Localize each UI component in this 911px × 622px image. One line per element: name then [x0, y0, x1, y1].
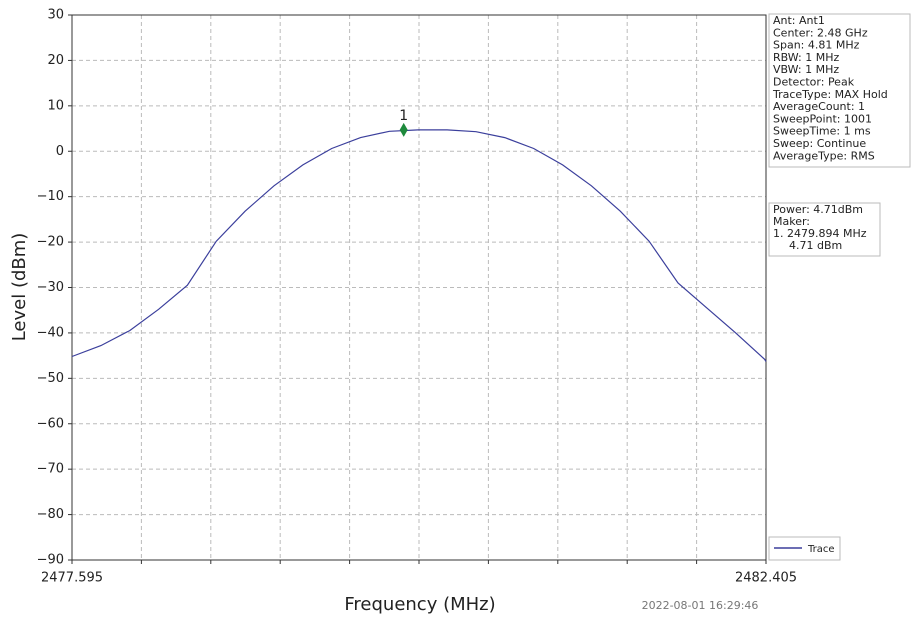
plot-frame — [71, 14, 767, 561]
info-line: Center: 2.48 GHz — [773, 26, 868, 39]
x-axis-label: Frequency (MHz) — [344, 594, 495, 615]
y-tick-label: −50 — [37, 371, 64, 386]
y-tick-label: 10 — [47, 98, 64, 113]
y-axis-label: Level (dBm) — [9, 233, 30, 342]
y-tick-label: −80 — [37, 507, 64, 522]
legend-label: Trace — [807, 544, 835, 555]
info-line: SweepTime: 1 ms — [773, 125, 871, 138]
info-line: Span: 4.81 MHz — [773, 39, 860, 52]
info-box — [768, 13, 911, 168]
x-tick-label: 2477.595 — [41, 571, 103, 586]
info-line: Sweep: Continue — [773, 137, 866, 150]
y-tick-label: −30 — [37, 280, 64, 295]
x-tick-label: 2482.405 — [735, 571, 797, 586]
info-line: RBW: 1 MHz — [773, 51, 839, 64]
info-line: AverageCount: 1 — [773, 100, 865, 113]
info-line: Detector: Peak — [773, 76, 855, 89]
marker-info-line: Power: 4.71dBm — [773, 203, 863, 216]
info-line: TraceType: MAX Hold — [772, 88, 888, 101]
marker-info-line: 1. 2479.894 MHz — [773, 227, 867, 240]
y-tick-label: −10 — [37, 189, 64, 204]
info-line: AverageType: RMS — [773, 149, 875, 162]
info-line: Ant: Ant1 — [773, 14, 825, 27]
trace-line — [71, 129, 767, 362]
info-line: SweepPoint: 1001 — [773, 112, 872, 125]
y-tick-label: −40 — [37, 325, 64, 340]
marker-info-line: 4.71 dBm — [789, 239, 842, 252]
y-tick-label: 20 — [47, 53, 64, 68]
y-tick-label: 30 — [47, 8, 64, 23]
marker-label: 1 — [399, 108, 408, 124]
timestamp: 2022-08-01 16:29:46 — [642, 599, 759, 612]
marker-info-line: Maker: — [773, 215, 810, 228]
marker — [399, 122, 408, 137]
info-line: VBW: 1 MHz — [773, 63, 839, 76]
y-tick-label: −60 — [37, 416, 64, 431]
y-tick-label: −20 — [37, 235, 64, 250]
y-tick-label: 0 — [56, 144, 64, 159]
y-tick-label: −90 — [37, 553, 64, 568]
y-tick-label: −70 — [37, 462, 64, 477]
marker-info-box — [768, 202, 881, 257]
legend-box — [768, 536, 841, 561]
